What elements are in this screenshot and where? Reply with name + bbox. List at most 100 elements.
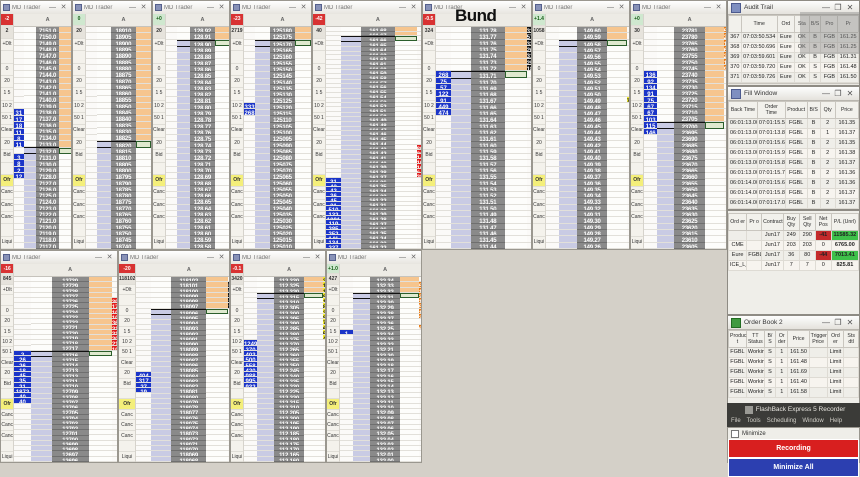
ladder-3-net-button[interactable]: 0 (153, 64, 165, 76)
ladder-11-spacer3[interactable] (231, 441, 243, 451)
ladder-2-bid-orders[interactable] (86, 14, 97, 249)
ladder-10-clear-qty-button[interactable]: 20 (119, 368, 135, 378)
ladder-3-cancel-button-2[interactable]: Canc (153, 200, 165, 212)
ladder-11-spacer2[interactable] (231, 389, 243, 399)
ladder-cell[interactable] (136, 243, 152, 249)
ask-qty-header[interactable] (627, 14, 629, 27)
cell[interactable] (844, 348, 859, 358)
ladder-8-offer-button[interactable]: Ofr (631, 175, 643, 187)
ladder-10-delta-button[interactable]: +Dlt (119, 285, 135, 295)
col-back-time[interactable]: Back Time (729, 102, 758, 119)
ladder-10-spacer3[interactable] (119, 441, 135, 451)
depth-col-header[interactable] (559, 14, 576, 27)
cell[interactable]: S (764, 388, 775, 398)
ladder-cell[interactable] (627, 243, 629, 249)
cell[interactable]: 203 (799, 241, 815, 251)
ladder-2-clear-qty-button[interactable]: 20 (73, 138, 85, 150)
ladder-3-delta-button[interactable]: +Dlt (153, 39, 165, 51)
cell[interactable]: Working (746, 358, 764, 368)
ladder-8-qty-preset-3[interactable]: 50 1 (631, 113, 643, 125)
cell[interactable]: 161.69 (788, 368, 809, 378)
menu-help[interactable]: Help (830, 418, 842, 424)
ladder-4-delta-button[interactable]: +Dlt (231, 39, 243, 51)
ladder-4-bid-button[interactable]: Bid (231, 150, 243, 162)
ladder-9-cancel-button-1[interactable]: Canc (1, 410, 13, 420)
ladder-9-bid-button[interactable]: Bid (1, 379, 13, 389)
ladder-6-net-button[interactable]: 0 (423, 64, 435, 76)
price-cell[interactable]: 131.44 (471, 243, 506, 249)
ladder-3-liquidate-button[interactable]: Liqui (153, 237, 165, 249)
ladder-4-qty-button[interactable]: 20 (231, 76, 243, 88)
cell[interactable]: 0 (815, 261, 831, 271)
price-col-header[interactable]: A (274, 264, 304, 277)
ladder-cell[interactable] (559, 243, 576, 249)
ladder-8-working-qty-display[interactable]: 30 (631, 26, 643, 38)
ladder-10-qty-preset-3[interactable]: 50 1 (119, 347, 135, 357)
ladder-11-net-position-display[interactable]: -0.1 (231, 264, 243, 274)
bid-col-header[interactable] (644, 14, 657, 27)
price-cell[interactable]: 161.22 (361, 244, 396, 249)
ladder-1-cancel-button-1[interactable]: Canc (1, 187, 13, 199)
cell[interactable]: S (764, 368, 775, 378)
cell[interactable]: 07:03:59.601 (741, 53, 777, 63)
ladder-5-ask-column[interactable] (395, 14, 417, 249)
cell[interactable] (747, 231, 762, 241)
cell[interactable]: 6765.00 (831, 241, 858, 251)
ladder-1-qty-preset-3[interactable]: 50 1 (1, 113, 13, 125)
ladder-5-depth-column[interactable] (341, 14, 360, 249)
ladder-11-ask-qty[interactable]: 3210188215478121297893323801705601528421 (323, 264, 325, 462)
ladder-3-qty-preset-2[interactable]: 10 2 (153, 101, 165, 113)
cell[interactable]: CME (729, 241, 747, 251)
ladder-11-offer-button[interactable]: Ofr (231, 399, 243, 409)
ladder-cell[interactable] (419, 457, 421, 462)
cell[interactable]: 06:01:14.000 (729, 199, 758, 209)
ladder-5-qty-preset-2[interactable]: 10 2 (313, 101, 325, 113)
ladder-8-bid-button[interactable]: Bid (631, 150, 643, 162)
cell[interactable]: B (807, 149, 820, 159)
minimize-all-button[interactable]: Minimize All (728, 458, 859, 477)
cell[interactable] (844, 388, 859, 398)
ladder-2-spacer3[interactable] (73, 224, 85, 236)
ladder-cell[interactable] (215, 243, 230, 249)
ladder-5-spacer2[interactable] (313, 163, 325, 175)
ladder-5-ask-qty[interactable]: 892114191656428 (417, 14, 421, 249)
ladder-5-cancel-button-3[interactable]: Canc (313, 212, 325, 224)
cell[interactable]: 07:01:15.52 (757, 119, 785, 129)
ladder-7-depth-column[interactable] (559, 14, 576, 249)
ladder-9-delta-button[interactable]: +Dlt (1, 285, 13, 295)
ladder-2-cancel-button-3[interactable]: Canc (73, 212, 85, 224)
ladder-6-spacer2[interactable] (423, 163, 435, 175)
ladder-6-liquidate-button[interactable]: Liqui (423, 237, 435, 249)
ladder-2-delta-button[interactable]: +Dlt (73, 39, 85, 51)
ladder-7-qty-preset-3[interactable]: 50 1 (533, 113, 545, 125)
price-cell[interactable]: 132.00 (370, 457, 400, 462)
close-icon[interactable]: ✕ (408, 253, 419, 262)
minimize-icon[interactable]: — (820, 3, 832, 12)
ladder-12-spacer2[interactable] (327, 389, 339, 399)
ladder-12-cancel-button-1[interactable]: Canc (327, 410, 339, 420)
ask-qty-header[interactable] (323, 264, 325, 277)
ladder-4-spacer3[interactable] (231, 224, 243, 236)
cell[interactable]: 06:01:13.000 (729, 159, 758, 169)
ladder-8-cancel-button-2[interactable]: Canc (631, 200, 643, 212)
ladder-11-depth-column[interactable] (257, 264, 274, 462)
ladder-7-liquidate-button[interactable]: Liqui (533, 237, 545, 249)
ladder-11-cancel-button-1[interactable]: Canc (231, 410, 243, 420)
ladder-9-cancel-button-3[interactable]: Canc (1, 431, 13, 441)
ask-col-header[interactable] (304, 264, 323, 277)
depth-col-header[interactable] (341, 14, 360, 27)
cell[interactable]: 2 (820, 139, 835, 149)
cell[interactable]: FGBL (785, 199, 807, 209)
cell[interactable]: 06:01:13.000 (729, 139, 758, 149)
ladder-1-qty-preset-2[interactable]: 10 2 (1, 101, 13, 113)
